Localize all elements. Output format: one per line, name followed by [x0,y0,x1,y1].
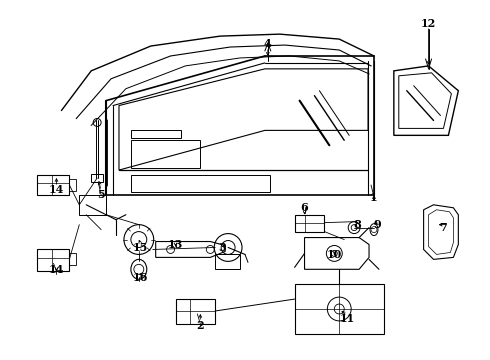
Text: 3: 3 [219,242,226,253]
Text: 14: 14 [49,264,64,275]
Text: 16: 16 [133,272,148,283]
Text: 12: 12 [421,18,436,29]
Text: 4: 4 [264,37,271,49]
Text: 2: 2 [196,320,204,331]
Text: 11: 11 [340,314,355,324]
Text: 8: 8 [353,219,361,230]
Text: 6: 6 [301,202,308,213]
Text: 14: 14 [49,184,64,195]
Text: 5: 5 [97,189,105,201]
Text: 9: 9 [373,219,381,230]
Text: 7: 7 [440,222,447,233]
Text: 13: 13 [168,239,183,250]
Text: 15: 15 [133,242,148,253]
Text: 10: 10 [327,249,342,260]
Text: 1: 1 [370,192,378,203]
